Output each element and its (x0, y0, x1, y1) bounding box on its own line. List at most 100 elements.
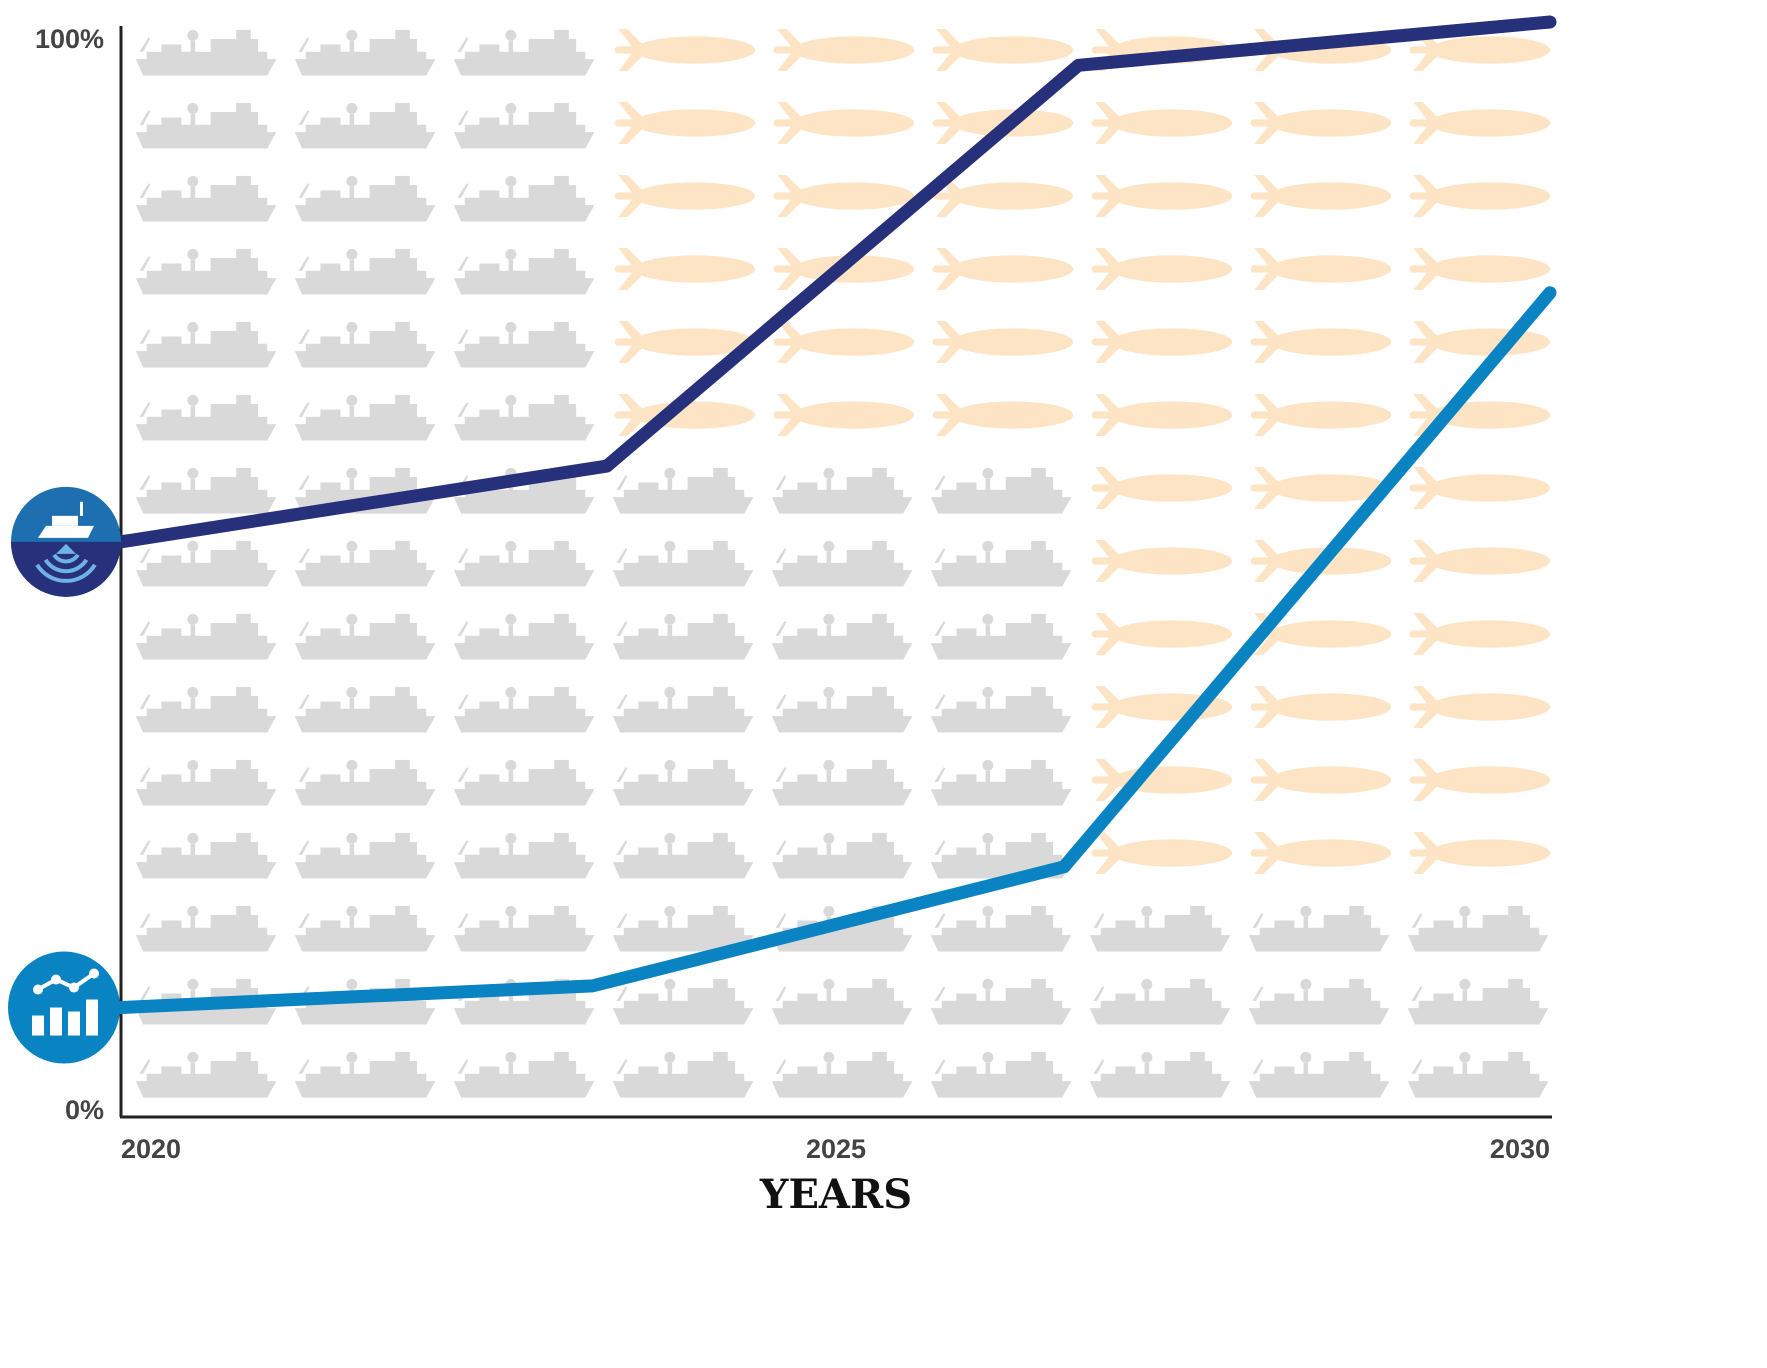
survey-ship-icon (453, 321, 595, 368)
survey-ship-icon (135, 29, 277, 76)
survey-ship-icon (294, 29, 436, 76)
survey-ship-icon (135, 832, 277, 879)
autonomous-underwater-vehicle-icon (1409, 540, 1551, 582)
survey-ship-icon (294, 321, 436, 368)
survey-ship-icon (930, 686, 1072, 733)
survey-ship-icon (135, 248, 277, 295)
survey-ship-icon (930, 1051, 1072, 1098)
survey-ship-icon (135, 102, 277, 149)
survey-ship-icon (453, 540, 595, 587)
survey-ship-icon (294, 540, 436, 587)
autonomous-underwater-vehicle-icon (1091, 175, 1233, 217)
autonomous-underwater-vehicle-icon (1250, 175, 1392, 217)
autonomous-underwater-vehicle-icon (614, 29, 756, 71)
autonomous-underwater-vehicle-icon (1409, 613, 1551, 655)
survey-ship-icon (453, 832, 595, 879)
x-axis-label: YEARS (759, 1171, 912, 1218)
bar-chart-trend-icon (8, 951, 120, 1064)
autonomous-underwater-vehicle-icon (1091, 759, 1233, 801)
autonomous-underwater-vehicle-icon (932, 175, 1074, 217)
series-line-1 (114, 15, 1557, 549)
autonomous-underwater-vehicle-icon (1409, 832, 1551, 874)
autonomous-underwater-vehicle-icon (1091, 102, 1233, 144)
survey-ship-icon (453, 248, 595, 295)
survey-ship-icon (612, 467, 754, 514)
autonomous-underwater-vehicle-icon (1250, 832, 1392, 874)
autonomous-underwater-vehicle-icon (1409, 686, 1551, 728)
survey-ship-icon (612, 978, 754, 1025)
survey-ship-icon (771, 613, 913, 660)
survey-ship-icon (771, 686, 913, 733)
survey-ship-icon (453, 175, 595, 222)
survey-ship-icon (294, 175, 436, 222)
vehicle-grid (135, 29, 1551, 1098)
survey-ship-icon (135, 394, 277, 441)
survey-ship-icon (1089, 905, 1231, 952)
survey-ship-icon (1407, 1051, 1549, 1098)
survey-ship-icon (453, 686, 595, 733)
survey-ship-icon (453, 1051, 595, 1098)
autonomous-underwater-vehicle-icon (1091, 613, 1233, 655)
autonomous-underwater-vehicle-icon (1091, 832, 1233, 874)
x-tick-2030: 2030 (1490, 1134, 1550, 1164)
autonomous-underwater-vehicle-icon (773, 29, 915, 71)
survey-ship-icon (1089, 978, 1231, 1025)
survey-ship-icon (771, 467, 913, 514)
survey-ship-icon (612, 540, 754, 587)
autonomous-underwater-vehicle-icon (773, 321, 915, 363)
series-icons (8, 486, 121, 1064)
survey-ship-icon (1407, 978, 1549, 1025)
survey-ship-icon (135, 321, 277, 368)
autonomous-underwater-vehicle-icon (1091, 248, 1233, 290)
survey-ship-icon (612, 686, 754, 733)
survey-ship-icon (453, 394, 595, 441)
survey-ship-icon (1248, 1051, 1390, 1098)
survey-ship-icon (612, 759, 754, 806)
autonomous-underwater-vehicle-icon (1409, 759, 1551, 801)
x-tick-2020: 2020 (121, 1134, 181, 1164)
autonomous-underwater-vehicle-icon (1409, 248, 1551, 290)
survey-ship-icon (294, 102, 436, 149)
survey-ship-icon (453, 29, 595, 76)
autonomous-underwater-vehicle-icon (932, 248, 1074, 290)
survey-ship-icon (930, 978, 1072, 1025)
autonomous-underwater-vehicle-icon (1091, 394, 1233, 436)
survey-ship-icon (1248, 905, 1390, 952)
survey-ship-icon (1407, 905, 1549, 952)
autonomous-underwater-vehicle-icon (1091, 540, 1233, 582)
autonomous-underwater-vehicle-icon (1091, 467, 1233, 509)
survey-ship-icon (1089, 1051, 1231, 1098)
survey-ship-icon (930, 467, 1072, 514)
autonomous-underwater-vehicle-icon (614, 102, 756, 144)
autonomous-underwater-vehicle-icon (1250, 248, 1392, 290)
autonomous-underwater-vehicle-icon (773, 394, 915, 436)
survey-ship-icon (135, 905, 277, 952)
autonomous-underwater-vehicle-icon (932, 321, 1074, 363)
survey-ship-icon (135, 1051, 277, 1098)
survey-ship-icon (135, 613, 277, 660)
survey-ship-icon (135, 759, 277, 806)
autonomous-underwater-vehicle-icon (1250, 759, 1392, 801)
survey-ship-icon (294, 759, 436, 806)
autonomous-underwater-vehicle-icon (614, 248, 756, 290)
y-tick-bottom: 0% (65, 1095, 104, 1125)
y-tick-top: 100% (35, 24, 104, 54)
survey-ship-icon (771, 759, 913, 806)
survey-ship-icon (294, 832, 436, 879)
survey-ship-icon (453, 613, 595, 660)
autonomous-underwater-vehicle-icon (1250, 321, 1392, 363)
autonomous-underwater-vehicle-icon (1409, 467, 1551, 509)
series-layer (114, 15, 1557, 1015)
survey-ship-icon (453, 759, 595, 806)
survey-ship-icon (612, 832, 754, 879)
survey-ship-icon (135, 467, 277, 514)
autonomous-underwater-vehicle-icon (1409, 175, 1551, 217)
survey-ship-icon (135, 540, 277, 587)
autonomous-underwater-vehicle-icon (1091, 321, 1233, 363)
autonomous-underwater-vehicle-icon (932, 29, 1074, 71)
survey-ship-icon (135, 686, 277, 733)
survey-ship-icon (294, 1051, 436, 1098)
survey-ship-icon (294, 905, 436, 952)
autonomous-underwater-vehicle-icon (773, 102, 915, 144)
survey-ship-icon (930, 613, 1072, 660)
